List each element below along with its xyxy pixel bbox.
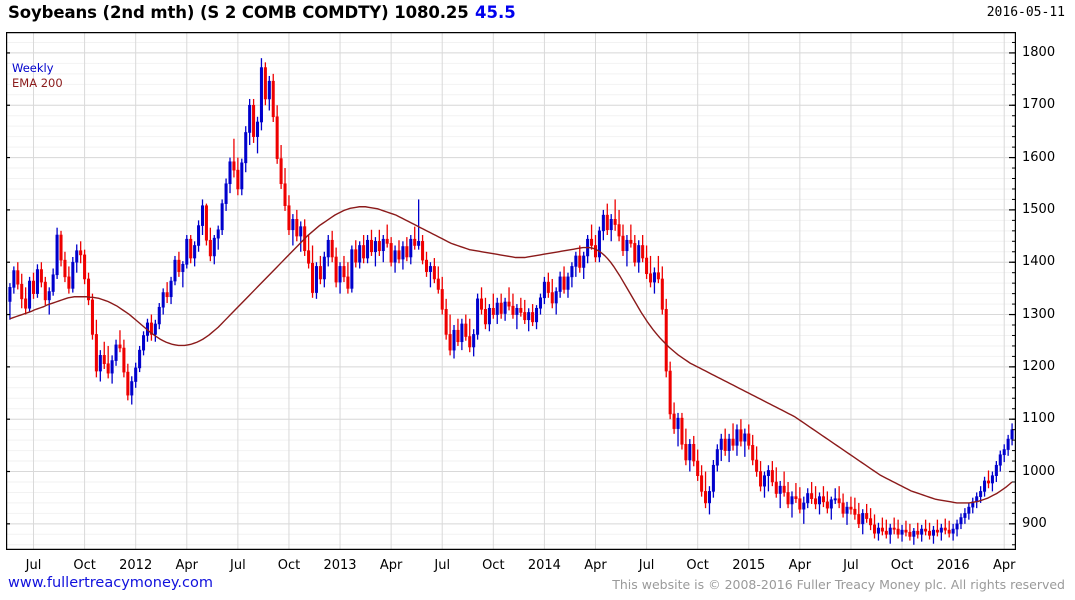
x-tick-label: Jul [843, 558, 859, 573]
ema-200-line [9, 206, 1013, 504]
copyright-text: This website is © 2008-2016 Fuller Treac… [612, 577, 1065, 592]
x-tick-label: Apr [788, 558, 812, 573]
x-tick-label: Apr [992, 558, 1016, 573]
x-tick-label: Jul [434, 558, 451, 573]
instrument-name: Soybeans (2nd mth) (S 2 COMB COMDTY) [8, 3, 389, 22]
last-price: 1080.25 [394, 3, 469, 22]
x-tick-label: Oct [686, 558, 709, 573]
price-change: 45.5 [475, 3, 516, 22]
chart-title: Soybeans (2nd mth) (S 2 COMB COMDTY) 108… [8, 3, 469, 22]
y-tick-label: 1600 [1022, 149, 1056, 165]
chart-footer: www.fullertreacymoney.com This website i… [0, 572, 1075, 600]
x-tick-label: Jul [638, 558, 655, 573]
x-tick-label: 2014 [527, 558, 561, 573]
y-tick-label: 1400 [1022, 254, 1056, 270]
chart-axis-frame [6, 32, 1016, 550]
x-tick-label: Oct [277, 558, 301, 573]
x-tick-label: 2012 [119, 558, 153, 573]
y-tick-label: 1100 [1022, 411, 1056, 427]
y-tick-label: 1200 [1022, 358, 1056, 374]
legend-ema-200: EMA 200 [12, 76, 63, 90]
x-tick-label: Oct [890, 558, 914, 573]
x-tick-label: 2015 [732, 558, 766, 573]
website-link[interactable]: www.fullertreacymoney.com [8, 575, 213, 591]
x-tick-label: Apr [175, 558, 199, 573]
y-tick-label: 1300 [1022, 306, 1056, 322]
chart-date: 2016-05-11 [986, 5, 1065, 20]
x-tick-label: 2013 [323, 558, 357, 573]
x-tick-label: Apr [379, 558, 403, 573]
chart-header: Soybeans (2nd mth) (S 2 COMB COMDTY) 108… [0, 0, 1075, 28]
y-tick-label: 900 [1022, 515, 1047, 531]
y-tick-label: 1000 [1022, 463, 1056, 479]
x-tick-label: Oct [482, 558, 505, 573]
legend-frequency: Weekly [12, 61, 54, 75]
y-tick-label: 1800 [1022, 44, 1056, 60]
chart-legend: Weekly EMA 200 [12, 61, 63, 91]
x-tick-label: Jul [25, 558, 42, 573]
x-tick-label: Oct [73, 558, 96, 573]
candlestick-series [8, 58, 1014, 545]
x-tick-label: Jul [230, 558, 246, 573]
chart-plot-area[interactable]: Weekly EMA 200 900 1000 1100 1200 1300 1400 15… [0, 28, 1075, 573]
x-tick-label: Apr [584, 558, 607, 573]
y-tick-label: 1700 [1022, 97, 1056, 113]
chart-gridlines [6, 32, 1016, 550]
x-tick-label: 2016 [936, 558, 970, 573]
y-tick-label: 1500 [1022, 201, 1056, 217]
